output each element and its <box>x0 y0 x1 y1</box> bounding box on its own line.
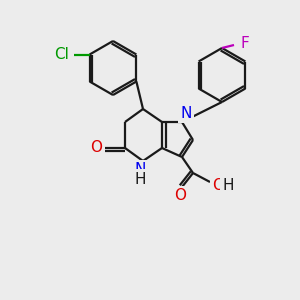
Text: O: O <box>174 188 186 203</box>
Text: O: O <box>212 178 224 193</box>
Text: F: F <box>241 35 249 50</box>
Text: N: N <box>134 163 146 178</box>
Text: O: O <box>90 140 102 155</box>
Text: H: H <box>134 172 146 187</box>
Text: Cl: Cl <box>54 47 69 62</box>
Text: N: N <box>180 106 192 121</box>
Text: H: H <box>222 178 234 193</box>
